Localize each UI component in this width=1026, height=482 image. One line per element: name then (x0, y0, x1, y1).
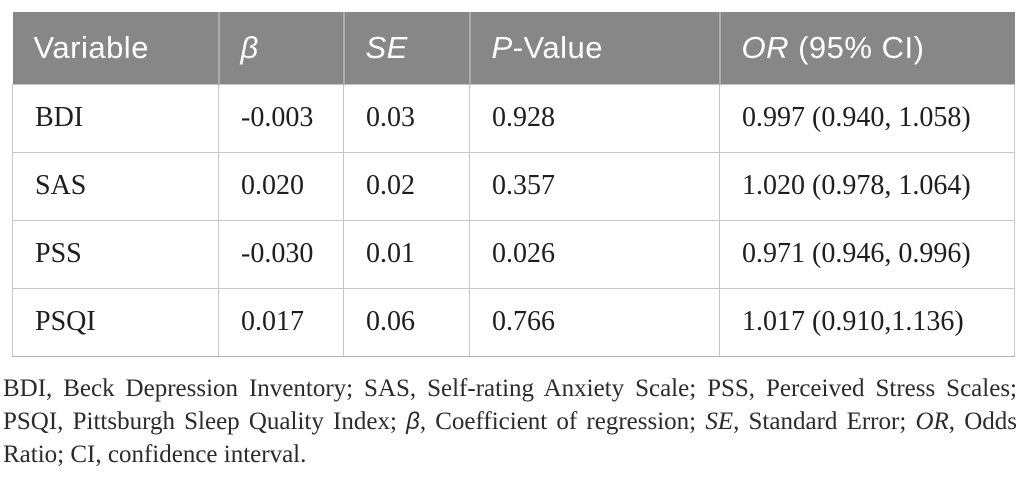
header-variable-label: Variable (33, 29, 149, 65)
footnote-text: , Coefficient of regression; (419, 408, 706, 435)
table-row: PSQI 0.017 0.06 0.766 1.017 (0.910,1.136… (12, 287, 1015, 357)
cell-or-ci: 1.020 (0.978, 1.064) (719, 151, 1015, 221)
footnote-beta-symbol: β (406, 408, 420, 435)
table-footnote: BDI, Beck Depression Inventory; SAS, Sel… (3, 372, 1017, 471)
header-cell-pvalue: P-Value (468, 12, 720, 84)
cell-beta: 0.017 (218, 287, 344, 357)
cell-pvalue: 0.766 (469, 287, 720, 357)
cell-se: 0.01 (343, 219, 470, 289)
table-row: BDI -0.003 0.03 0.928 0.997 (0.940, 1.05… (12, 83, 1015, 153)
table-row: PSS -0.030 0.01 0.026 0.971 (0.946, 0.99… (12, 219, 1015, 289)
table-header: Variable β SE P-Value OR (95% CI) (12, 12, 1015, 84)
cell-se: 0.06 (343, 287, 470, 357)
footnote-se-abbrev: SE (705, 408, 734, 435)
header-beta-italic: β (240, 29, 259, 65)
cell-pvalue: 0.928 (469, 83, 720, 153)
footnote-text: , Odds Ratio; CI, confidence interval. (3, 408, 1017, 468)
header-row: Variable β SE P-Value OR (95% CI) (12, 12, 1015, 84)
cell-variable: SAS (12, 151, 219, 221)
cell-or-ci: 1.017 (0.910,1.136) (719, 287, 1015, 357)
cell-or-ci: 0.971 (0.946, 0.996) (719, 219, 1015, 289)
header-se-italic: SE (365, 29, 408, 65)
cell-variable: PSQI (12, 287, 219, 357)
cell-or-ci: 0.997 (0.940, 1.058) (719, 83, 1015, 153)
header-or-italic: OR (741, 29, 789, 65)
cell-beta: -0.003 (218, 83, 344, 153)
cell-variable: BDI (12, 83, 219, 153)
header-pvalue-italic: P (491, 29, 513, 65)
footnote-text: , Standard Error; (733, 408, 916, 435)
footnote-text: BDI, Beck Depression Inventory; SAS, Sel… (3, 375, 1017, 435)
header-cell-or-ci: OR (95% CI) (718, 12, 1015, 84)
header-cell-beta: β (217, 12, 344, 84)
header-cell-se: SE (342, 12, 470, 84)
cell-variable: PSS (12, 219, 219, 289)
header-pvalue-label: -Value (512, 29, 603, 65)
cell-se: 0.02 (343, 151, 470, 221)
cell-beta: 0.020 (218, 151, 344, 221)
table-body: BDI -0.003 0.03 0.928 0.997 (0.940, 1.05… (12, 83, 1015, 357)
regression-results-table: Variable β SE P-Value OR (95% CI) BDI -0… (12, 12, 1015, 357)
footnote-or-abbrev: OR (915, 408, 949, 435)
cell-se: 0.03 (343, 83, 470, 153)
header-or-label: (95% CI) (789, 29, 925, 65)
cell-beta: -0.030 (218, 219, 344, 289)
header-cell-variable: Variable (12, 12, 219, 84)
cell-pvalue: 0.357 (469, 151, 720, 221)
cell-pvalue: 0.026 (469, 219, 720, 289)
table-row: SAS 0.020 0.02 0.357 1.020 (0.978, 1.064… (12, 151, 1015, 221)
